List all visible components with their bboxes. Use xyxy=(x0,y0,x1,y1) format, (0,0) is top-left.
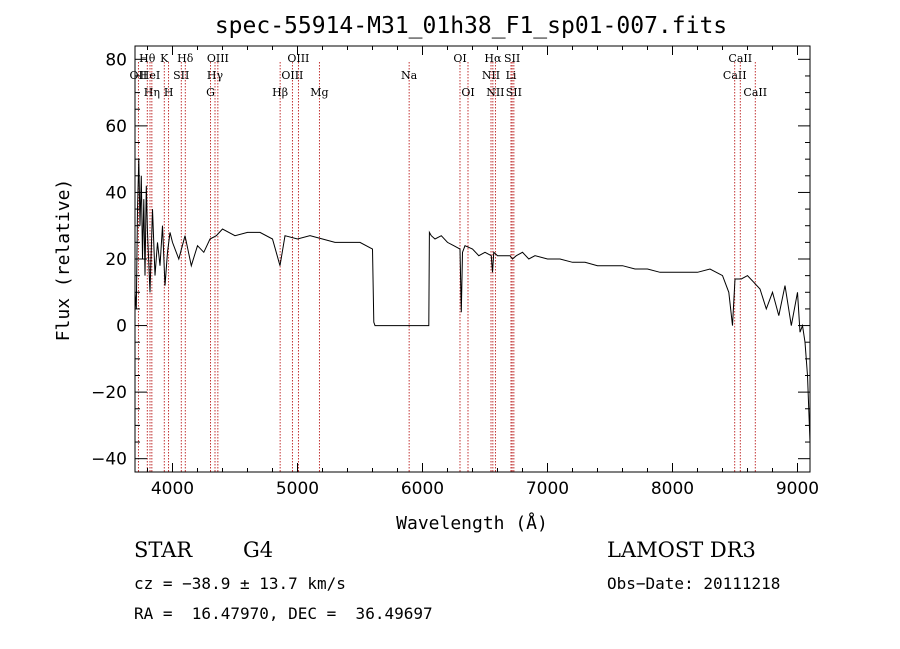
line-marker-label: SII xyxy=(506,86,522,99)
axes xyxy=(134,45,811,473)
y-tick-label: 40 xyxy=(105,183,127,203)
line-marker-label: OIII xyxy=(207,52,229,65)
line-marker-label: Hθ xyxy=(139,52,156,65)
line-marker-label: Li xyxy=(506,69,517,82)
y-tick-label: 20 xyxy=(105,250,127,270)
x-tick-label: 7000 xyxy=(526,479,569,499)
line-marker-label: CaII xyxy=(743,86,767,99)
y-tick-label: 0 xyxy=(116,317,127,337)
line-marker-label: NII xyxy=(482,69,500,82)
line-marker-label: Hδ xyxy=(177,52,194,65)
line-marker-label: Hγ xyxy=(207,69,224,82)
y-axis-label: Flux (relative) xyxy=(53,179,74,342)
x-tick-label: 4000 xyxy=(151,479,194,499)
object-class: STAR xyxy=(134,538,193,562)
series-layer xyxy=(134,159,811,443)
ticks: 4000 5000 6000 7000 8000 9000 −40 −20 0 20 40 60 80 xyxy=(91,46,819,499)
line-marker-label: OIII xyxy=(287,52,309,65)
line-marker-label: Mg xyxy=(310,86,328,99)
obs-date: Obs−Date: 20111218 xyxy=(607,574,781,593)
x-axis-label: Wavelength (Å) xyxy=(396,512,548,534)
y-tick-label: −40 xyxy=(91,450,127,470)
line-marker-label: H xyxy=(164,86,174,99)
coordinates: RA = 16.47970, DEC = 36.49697 xyxy=(134,604,433,623)
y-tick-label: 60 xyxy=(105,117,127,137)
line-marker-label: Hα xyxy=(484,52,502,65)
line-marker-label: SII xyxy=(504,52,520,65)
line-marker-label: K xyxy=(160,52,169,65)
chart-title: spec-55914-M31_01h38_F1_sp01-007.fits xyxy=(215,13,727,39)
x-tick-label: 9000 xyxy=(776,479,819,499)
line-marker-label: CaII xyxy=(728,52,752,65)
x-tick-label: 8000 xyxy=(651,479,694,499)
line-marker-label: OI xyxy=(461,86,474,99)
line-marker-label: Hβ xyxy=(272,86,288,99)
x-tick-label: 6000 xyxy=(401,479,444,499)
line-marker-label: OIII xyxy=(281,69,303,82)
subclass: G4 xyxy=(243,538,274,562)
spectrum-line-0 xyxy=(134,159,811,443)
line-marker-label: Hη xyxy=(144,86,160,99)
line-marker-label: HeI xyxy=(140,69,160,82)
y-tick-label: −20 xyxy=(91,383,127,403)
line-marker-label: G xyxy=(206,86,215,99)
x-tick-label: 5000 xyxy=(276,479,319,499)
line-marker-label: CaII xyxy=(723,69,747,82)
line-marker-label: Na xyxy=(401,69,418,82)
survey-name: LAMOST DR3 xyxy=(607,538,756,562)
velocity-readout: cz = −38.9 ± 13.7 km/s xyxy=(134,574,346,593)
y-tick-label: 80 xyxy=(105,50,127,70)
line-marker-label: SII xyxy=(173,69,189,82)
line-marker-label: OI xyxy=(453,52,466,65)
line-marker-label: NII xyxy=(486,86,504,99)
plot-frame xyxy=(134,45,811,473)
